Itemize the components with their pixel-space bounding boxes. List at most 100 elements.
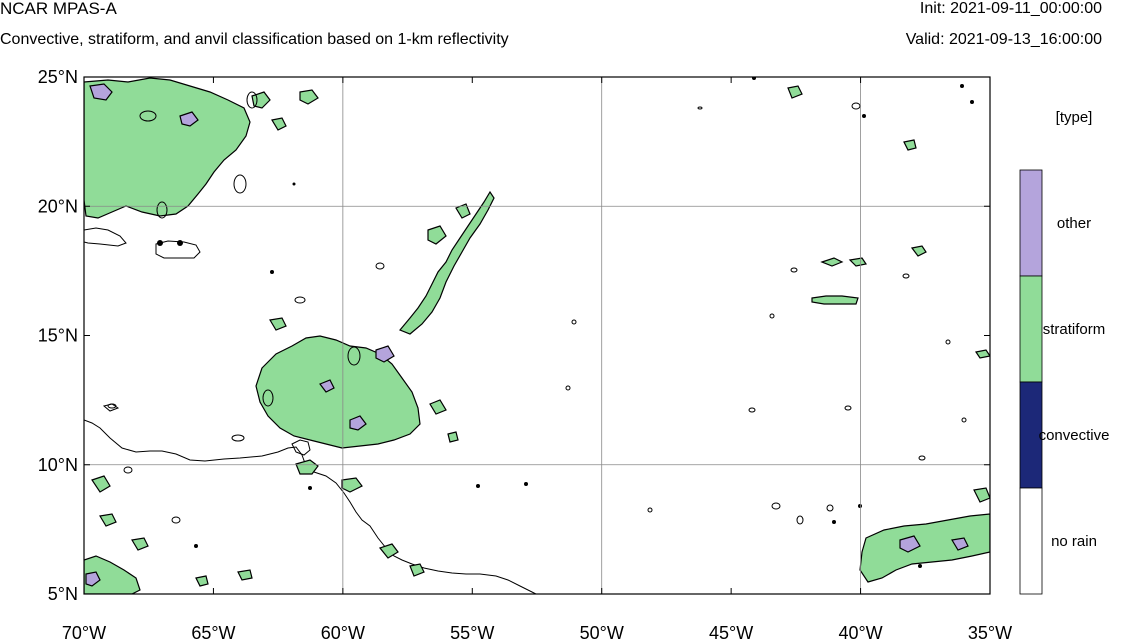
echo-outline [961, 417, 967, 423]
rain-cluster-southeast [859, 513, 990, 583]
small-marker [177, 240, 183, 246]
echo-outline [790, 267, 798, 273]
rain-cell-stratiform [973, 487, 990, 503]
echo-outline [262, 389, 274, 407]
rain-cell-stratiform [820, 257, 844, 267]
rain-cell-other [179, 111, 199, 127]
tick-label-latitude: 15°N [38, 326, 78, 346]
coastline-puerto-rico [155, 240, 201, 259]
map-plot-area [84, 77, 990, 594]
legend-label-convective: convective [1039, 427, 1110, 444]
legend-colorbar: other stratiform convective no rain [1019, 169, 1110, 595]
rain-cells [84, 77, 990, 594]
legend-swatch-other [1019, 169, 1043, 277]
rain-cell-stratiform [975, 349, 990, 359]
small-marker [918, 564, 922, 568]
rain-cell-stratiform [99, 513, 117, 527]
small-marker [752, 77, 756, 80]
rain-cell-stratiform [195, 575, 209, 587]
rain-cell-stratiform [409, 563, 425, 577]
legend-label-no-rain: no rain [1051, 533, 1097, 550]
echo-outline [918, 455, 926, 461]
echo-outline [565, 385, 571, 391]
echo-outline [851, 102, 861, 110]
rain-cell-stratiform [271, 117, 287, 131]
echo-outline [231, 434, 245, 442]
tick-label-longitude: 50°W [580, 623, 624, 641]
rain-cell-stratiform [910, 245, 927, 257]
echo-outline [156, 201, 168, 219]
rain-cell-stratiform [848, 257, 867, 267]
legend-swatch-no-rain [1019, 487, 1043, 595]
map-title: NCAR MPAS-A [0, 0, 117, 18]
rain-cell-other [375, 345, 395, 363]
tick-label-latitude: 25°N [38, 67, 78, 87]
rain-cell-stratiform [447, 431, 459, 443]
tick-label-latitude: 5°N [48, 584, 78, 604]
map-subtitle: Convective, stratiform, and anvil classi… [0, 31, 509, 48]
rain-cell-stratiform [269, 317, 287, 331]
map-gridlines [84, 77, 990, 594]
echo-outline [748, 407, 756, 413]
small-marker [832, 520, 836, 524]
rain-cell-stratiform [427, 225, 447, 245]
echo-outline [902, 273, 910, 279]
tick-label-longitude: 35°W [968, 623, 1012, 641]
echo-outline [945, 339, 951, 345]
echo-outline [123, 466, 133, 474]
echo-outline [826, 504, 834, 512]
rain-cell-other [951, 537, 969, 551]
rain-cell-stratiform [341, 477, 363, 493]
small-marker [194, 544, 198, 548]
echo-outline [294, 296, 306, 304]
rain-cell-other [319, 379, 335, 393]
rain-cell-stratiform [91, 475, 111, 493]
rain-cell-other [85, 571, 101, 587]
small-marker [270, 270, 274, 274]
echo-outline [171, 516, 181, 524]
rain-cell-stratiform [299, 89, 319, 105]
coastline-hispaniola [84, 227, 127, 247]
rain-cell-stratiform [903, 139, 917, 151]
rain-cell-stratiform [429, 399, 447, 415]
tick-label-longitude: 40°W [838, 623, 882, 641]
echo-outline [246, 91, 258, 109]
latitude-axis: 5°N 10°N 15°N 20°N 25°N [38, 67, 990, 604]
small-marker [970, 100, 974, 104]
small-marker [308, 486, 312, 490]
echo-outline [347, 346, 361, 366]
tick-label-longitude: 70°W [62, 623, 106, 641]
rain-cell-stratiform [295, 459, 319, 475]
echo-outline [769, 313, 775, 319]
legend: [type] other stratiform convective no rain [1019, 109, 1110, 595]
rain-cell-stratiform [455, 203, 471, 219]
echo-outline [571, 319, 577, 325]
longitude-axis: 70°W 65°W 60°W 55°W 50°W 45°W 40°W 35°W [62, 77, 1012, 641]
rain-cell-other [89, 83, 113, 101]
rain-cell-stratiform [811, 295, 859, 305]
small-marker [862, 114, 866, 118]
small-marker [858, 504, 862, 508]
ocean-background [84, 77, 990, 594]
rain-cluster-southwest [84, 555, 141, 594]
rain-cell-other [899, 535, 921, 553]
init-time: Init: 2021-09-11_00:00:00 [919, 0, 1102, 17]
tick-label-longitude: 60°W [321, 623, 365, 641]
legend-title: [type] [1056, 109, 1093, 126]
legend-swatch-stratiform [1019, 275, 1043, 383]
tick-label-latitude: 10°N [38, 455, 78, 475]
small-marker [292, 182, 296, 186]
small-markers [157, 77, 974, 568]
rain-cluster-central [255, 335, 421, 449]
echo-outline [107, 403, 117, 409]
echo-outline [697, 106, 703, 110]
rain-cell-stratiform [237, 569, 253, 581]
coastline-trinidad [291, 439, 311, 456]
rain-cell-stratiform [378, 543, 399, 559]
tick-label-longitude: 65°W [191, 623, 235, 641]
valid-time: Valid: 2021-09-13_16:00:00 [905, 31, 1102, 48]
echo-outline [375, 262, 385, 270]
tick-label-longitude: 45°W [709, 623, 753, 641]
echo-outline [771, 502, 781, 510]
